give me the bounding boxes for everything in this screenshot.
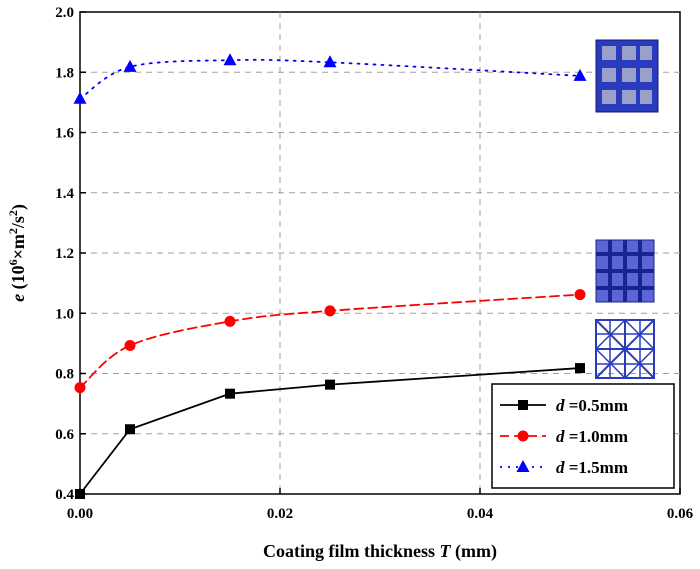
data-point [325, 379, 335, 390]
data-point [224, 315, 236, 327]
y-tick-label: 1.8 [55, 65, 74, 81]
x-tick-label: 0.00 [67, 506, 93, 522]
x-tick-label: 0.04 [467, 506, 494, 522]
data-point [75, 489, 85, 499]
y-tick-label: 0.8 [55, 367, 74, 383]
y-tick-label: 0.6 [55, 427, 74, 443]
legend-marker [516, 460, 530, 472]
data-point [323, 55, 337, 68]
data-point [123, 59, 137, 72]
x-tick-label: 0.06 [667, 506, 694, 522]
legend-entry: d =1.5mm [500, 458, 628, 477]
legend-marker [518, 400, 528, 410]
x-axis: 0.00 0.02 0.04 0.06 [67, 488, 694, 522]
data-point [74, 382, 86, 394]
y-axis: 0.4 0.6 0.8 1.0 1.2 1.4 1.6 1.8 2.0 [55, 5, 86, 503]
y-tick-label: 1.4 [55, 186, 74, 202]
y-tick-label: 2.0 [55, 5, 74, 21]
grid-lines [80, 12, 680, 494]
lattice-cube-illustration-d05 [595, 319, 655, 379]
series-line [79, 293, 581, 389]
series-3 [73, 53, 587, 104]
data-point [73, 91, 87, 104]
legend-entry: d =1.0mm [500, 427, 628, 446]
data-point [574, 289, 586, 301]
lattice-cube-illustration-d15 [595, 39, 659, 113]
data-point [125, 424, 135, 435]
series-layer [73, 53, 587, 499]
data-point [575, 363, 585, 374]
legend-marker [517, 430, 529, 442]
y-tick-label: 1.6 [55, 126, 74, 142]
data-point [225, 388, 235, 399]
series-2 [74, 289, 586, 394]
series-1 [75, 363, 585, 499]
y-axis-title: e (106×m2/s2) [6, 204, 29, 302]
data-point [124, 339, 136, 351]
lattice-cube-illustration-d10 [595, 239, 655, 303]
legend-entry: d =0.5mm [500, 396, 628, 415]
data-point [223, 53, 237, 66]
legend-label: d =0.5mm [556, 396, 628, 415]
data-point [324, 305, 336, 317]
series-line [79, 58, 581, 100]
y-tick-label: 1.2 [55, 246, 74, 262]
data-point [573, 68, 587, 81]
legend-label: d =1.0mm [556, 427, 628, 446]
x-tick-label: 0.02 [267, 506, 293, 522]
x-axis-title: Coating film thickness T (mm) [263, 541, 497, 562]
y-tick-label: 1.0 [55, 306, 74, 322]
legend-label: d =1.5mm [556, 458, 628, 477]
y-tick-label: 0.4 [55, 487, 74, 503]
legend: d =0.5mm d =1.0mm d =1.5mm [491, 383, 675, 489]
